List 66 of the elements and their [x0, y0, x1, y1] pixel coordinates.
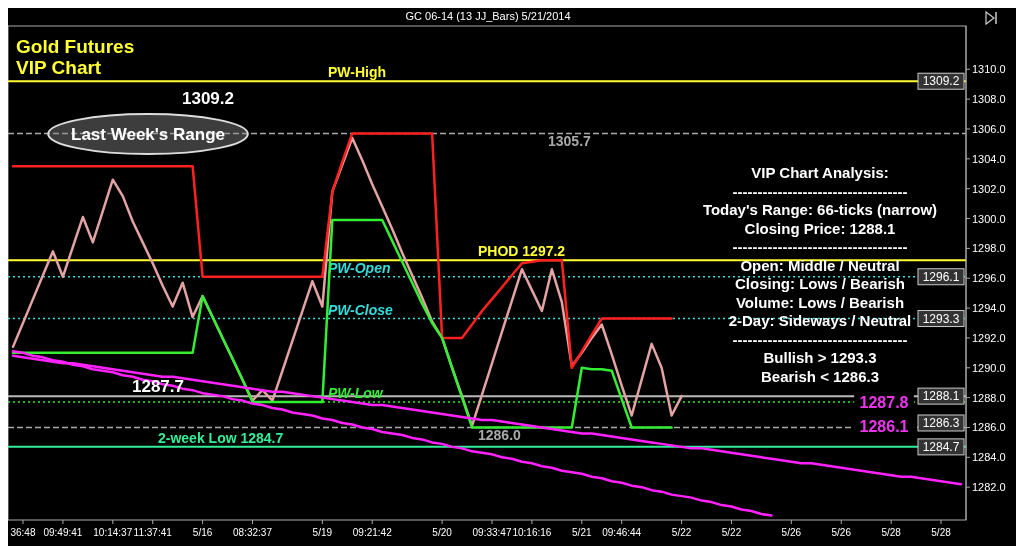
annotation: 1309.2: [182, 89, 234, 108]
ref-line-label: 1286.0: [478, 427, 522, 444]
y-tick-label: 1286.0: [972, 421, 1006, 434]
x-tick-label: 5/28: [881, 527, 902, 538]
ref-line-label: PHOD 1297.2: [478, 243, 566, 260]
y-tick-label: 1296.0: [972, 272, 1006, 285]
ref-line-label: PW-Close: [328, 301, 394, 318]
y-tick-label: 1302.0: [972, 182, 1006, 195]
y-tick-label: 1304.0: [972, 152, 1006, 165]
y-tick-label: 1290.0: [972, 361, 1006, 374]
annotation: 1286.1: [859, 418, 909, 435]
annotation: 1286.3: [922, 415, 960, 430]
annotation: -----------------------------------: [732, 238, 908, 255]
annotation: 1293.3: [922, 311, 960, 326]
y-tick-label: 1306.0: [972, 122, 1006, 135]
annotation: 1287.7: [132, 377, 184, 396]
x-tick-label: 09:49:41: [43, 527, 83, 538]
text: GC 06-14 (13 JJ_Bars) 5/21/2014: [405, 10, 571, 22]
y-tick-label: 1288.0: [972, 391, 1006, 404]
x-tick-label: 5/21: [572, 527, 592, 538]
annotation: Last Week's Range: [71, 125, 225, 144]
annotation: -----------------------------------: [732, 330, 908, 348]
text: VIP Chart: [16, 57, 102, 78]
ref-line-label: 2-week Low 1284.7: [158, 429, 284, 446]
text: Gold Futures: [16, 36, 135, 57]
x-tick-label: 5/22: [721, 527, 742, 538]
y-tick-label: 1308.0: [972, 93, 1006, 106]
x-tick-label: 5/26: [781, 527, 802, 538]
x-tick-label: 5/22: [671, 527, 692, 538]
y-tick-label: 1292.0: [972, 331, 1006, 344]
annotation: VIP Chart Analysis:: [751, 164, 889, 181]
annotation: 1288.1: [922, 389, 960, 404]
annotation: Bullish > 1293.3: [763, 349, 877, 366]
annotation: Open: Middle / Neutral: [740, 256, 900, 274]
y-tick-label: 1300.0: [972, 212, 1006, 225]
x-tick-label: 11:37:41: [133, 527, 173, 538]
annotation: 2-Day: Sideways / Neutral: [728, 312, 912, 329]
annotation: Closing Price: 1288.1: [744, 219, 896, 237]
x-tick-label: 5/28: [931, 527, 952, 538]
x-tick-label: 5/19: [312, 527, 333, 538]
y-tick-label: 1310.0: [972, 63, 1006, 76]
annotation: Bearish < 1286.3: [760, 367, 880, 385]
x-tick-label: 09:21:42: [352, 527, 393, 538]
annotation: Volume: Lows / Bearish: [735, 293, 905, 311]
annotation: 1287.8: [859, 394, 909, 411]
y-tick-label: 1298.0: [972, 242, 1006, 255]
x-tick-label: 10:16:16: [512, 527, 552, 538]
ref-line-label: 1305.7: [548, 133, 592, 150]
x-tick-label: 10:14:37: [93, 527, 133, 538]
x-tick-label: 5/20: [432, 527, 453, 538]
ref-line-label: PW-High: [328, 64, 387, 81]
x-tick-label: 5/16: [192, 527, 213, 538]
y-tick-label: 1282.0: [972, 481, 1006, 494]
annotation: 1296.1: [922, 269, 960, 284]
annotation: 1284.7: [922, 439, 960, 454]
annotation: Closing: Lows / Bearish: [734, 275, 906, 292]
y-tick-label: 1294.0: [972, 302, 1006, 315]
annotation: -----------------------------------: [732, 182, 908, 200]
annotation: 1309.2: [922, 74, 960, 89]
y-tick-label: 1284.0: [972, 451, 1006, 464]
annotation: Today's Range: 66-ticks (narrow): [702, 201, 938, 218]
x-tick-label: 5/26: [831, 527, 852, 538]
x-tick-label: 09:46:44: [602, 527, 642, 538]
x-tick-label: 09:33:47: [472, 527, 512, 538]
x-tick-label: 08:32:37: [233, 527, 273, 538]
x-tick-label: 36:48: [10, 527, 36, 538]
